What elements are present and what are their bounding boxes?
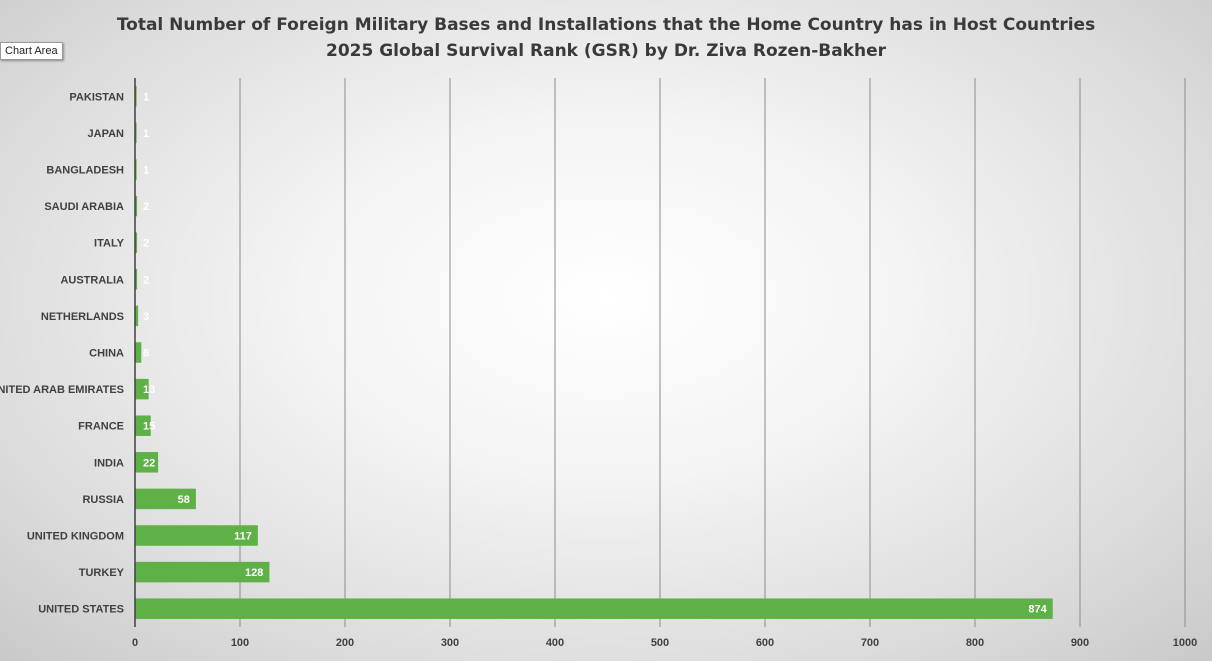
bar[interactable] <box>135 86 137 107</box>
category-label: NETHERLANDS <box>41 311 124 323</box>
bar[interactable] <box>135 232 138 253</box>
bar[interactable] <box>135 269 138 290</box>
category-label: UNITED KINGDOM <box>27 531 124 543</box>
x-tick-label: 300 <box>441 637 459 649</box>
data-label: 1 <box>143 165 149 177</box>
bars <box>135 86 1053 619</box>
category-label: UNITED ARAB EMIRATES <box>0 384 124 396</box>
data-label: 128 <box>245 567 263 579</box>
bar[interactable] <box>135 488 196 510</box>
x-tick-label: 600 <box>756 637 774 649</box>
x-tick-label: 100 <box>231 637 249 649</box>
data-label: 1 <box>143 128 149 140</box>
bar[interactable] <box>135 378 149 400</box>
bar[interactable] <box>135 452 159 473</box>
chart-subtitle: 2025 Global Survival Rank (GSR) by Dr. Z… <box>326 41 886 61</box>
x-tick-label: 0 <box>132 637 138 649</box>
data-label: 874 <box>1028 604 1047 616</box>
data-label: 2 <box>143 238 149 250</box>
category-label: CHINA <box>89 348 124 360</box>
x-tick-label: 700 <box>861 637 879 649</box>
bar[interactable] <box>135 195 138 217</box>
gridlines <box>239 78 1186 627</box>
data-label: 15 <box>143 421 155 433</box>
bar[interactable] <box>135 122 137 144</box>
bar[interactable] <box>135 415 151 436</box>
chart-title-block: Total Number of Foreign Military Bases a… <box>0 12 1212 64</box>
bar[interactable] <box>135 342 142 363</box>
x-tick-label: 400 <box>546 637 564 649</box>
data-label: 3 <box>143 311 149 323</box>
category-label: RUSSIA <box>82 494 124 506</box>
data-label: 13 <box>143 384 155 396</box>
x-tick-label: 800 <box>966 637 984 649</box>
category-label: UNITED STATES <box>38 604 124 616</box>
category-label: ITALY <box>94 238 125 250</box>
category-label: AUSTRALIA <box>60 274 124 286</box>
data-label: 22 <box>143 457 155 469</box>
category-label: JAPAN <box>88 128 125 140</box>
category-label: INDIA <box>94 457 124 469</box>
bar[interactable] <box>135 525 258 546</box>
bar[interactable] <box>135 598 1053 619</box>
bar[interactable] <box>135 305 139 327</box>
category-label: BANGLADESH <box>46 165 124 177</box>
bar[interactable] <box>135 159 137 180</box>
chart-area-tooltip: Chart Area <box>0 42 63 60</box>
data-label: 58 <box>178 494 190 506</box>
data-label: 117 <box>234 531 252 543</box>
x-tick-label: 500 <box>651 637 669 649</box>
tick-labels: 0 100 200 300 400 500 600 700 800 900 1000 <box>132 637 1197 649</box>
chart-title: Total Number of Foreign Military Bases a… <box>116 15 1096 35</box>
category-label: SAUDI ARABIA <box>44 201 124 213</box>
category-label: FRANCE <box>78 421 124 433</box>
data-label: 1 <box>143 91 149 103</box>
x-tick-label: 200 <box>336 637 354 649</box>
data-label: 6 <box>143 348 149 360</box>
bar[interactable] <box>135 561 270 583</box>
x-tick-label: 1000 <box>1173 637 1197 649</box>
category-labels: UNITED STATES TURKEY UNITED KINGDOM RUSSIA I… <box>0 91 125 615</box>
data-label: 2 <box>143 201 149 213</box>
x-tick-label: 900 <box>1071 637 1089 649</box>
category-label: TURKEY <box>79 567 125 579</box>
category-label: PAKISTAN <box>69 91 124 103</box>
data-label: 2 <box>143 274 149 286</box>
